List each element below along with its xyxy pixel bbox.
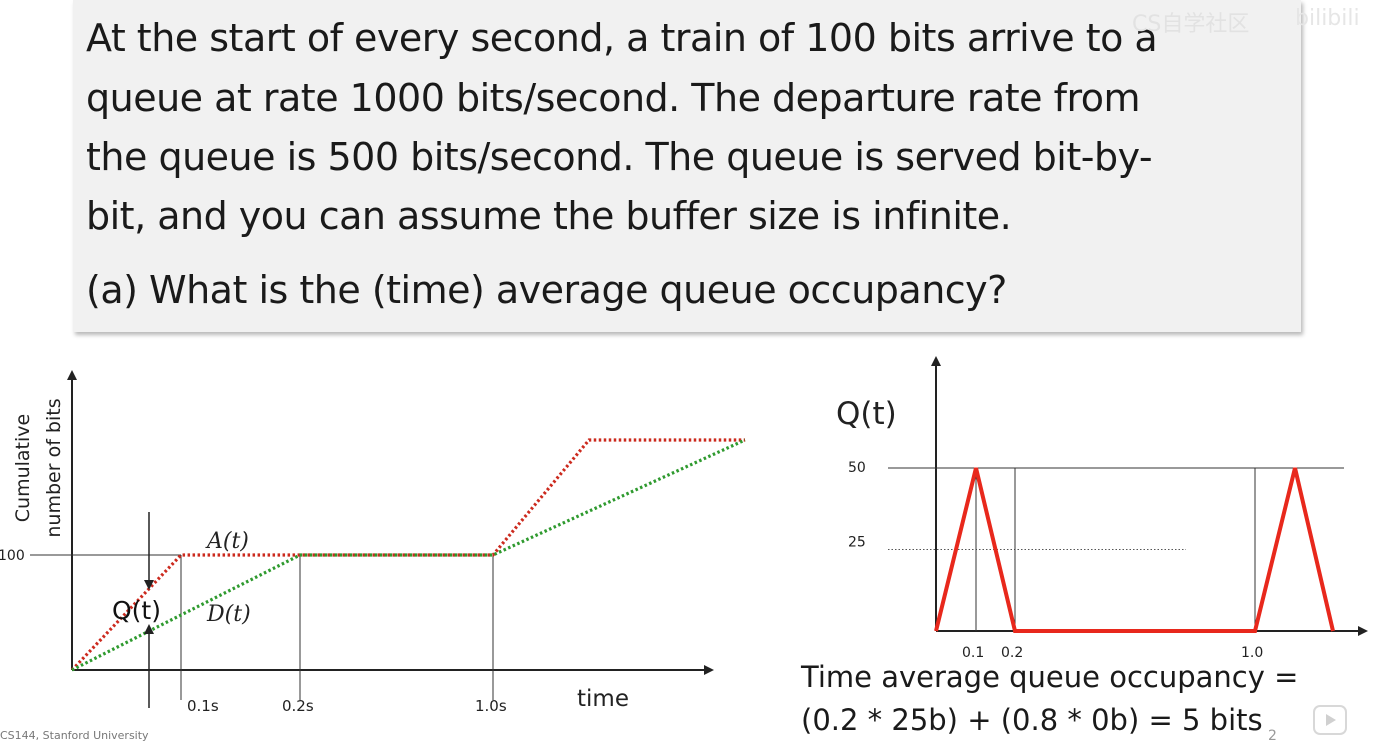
slide-number: 2	[1268, 728, 1277, 744]
x-tick-label: 1.0	[1241, 645, 1263, 661]
y-tick-label: 50	[848, 460, 866, 476]
x-tick-label: 0.2	[1001, 645, 1023, 661]
x-tick-label: 0.1s	[187, 697, 219, 715]
question-line-5: (a) What is the (time) average queue occ…	[86, 268, 1007, 312]
cumulative-bits-chart: 100 0.1s 0.2s 1.0s A(t) D(t) Q(t) time Cumulativ…	[0, 370, 746, 715]
x-tick-label: 1.0s	[475, 697, 507, 715]
y-axis-label: Q(t)	[836, 396, 897, 432]
y-axis-label-line-2: number of bits	[43, 398, 65, 537]
watermark-text: CS自学社区	[1132, 12, 1250, 37]
question-line-3: the queue is 500 bits/second. The queue …	[86, 135, 1153, 179]
caption-line-1: Time average queue occupancy =	[801, 660, 1299, 694]
bilibili-logo: bilibili	[1295, 6, 1360, 31]
queue-occupancy-curve	[934, 467, 1335, 633]
play-icon[interactable]	[1312, 702, 1348, 738]
y-tick-label: 100	[0, 548, 25, 564]
question-line-1: At the start of every second, a train of…	[86, 16, 1158, 60]
footer-text: CS144, Stanford University	[0, 729, 149, 742]
queue-occupancy-chart: Q(t) 50 25 0.1 0.2 1.0	[836, 356, 1368, 661]
question-line-4: bit, and you can assume the buffer size …	[86, 194, 1012, 238]
arrival-curve-label: A(t)	[205, 529, 249, 554]
q-annotation: Q(t)	[112, 596, 161, 625]
arrival-curve	[70, 438, 745, 672]
departure-curve-label: D(t)	[206, 602, 251, 627]
x-tick-label: 0.1	[962, 645, 984, 661]
x-tick-label: 0.2s	[282, 697, 314, 715]
y-tick-label: 25	[848, 535, 866, 551]
y-axis-label-line-1: Cumulative	[12, 414, 34, 522]
question-box: At the start of every second, a train of…	[73, 0, 1301, 332]
x-axis-label: time	[577, 686, 629, 712]
caption-line-2: (0.2 * 25b) + (0.8 * 0b) = 5 bits	[801, 703, 1263, 737]
question-line-2: queue at rate 1000 bits/second. The depa…	[86, 76, 1141, 120]
departure-curve	[71, 438, 746, 672]
